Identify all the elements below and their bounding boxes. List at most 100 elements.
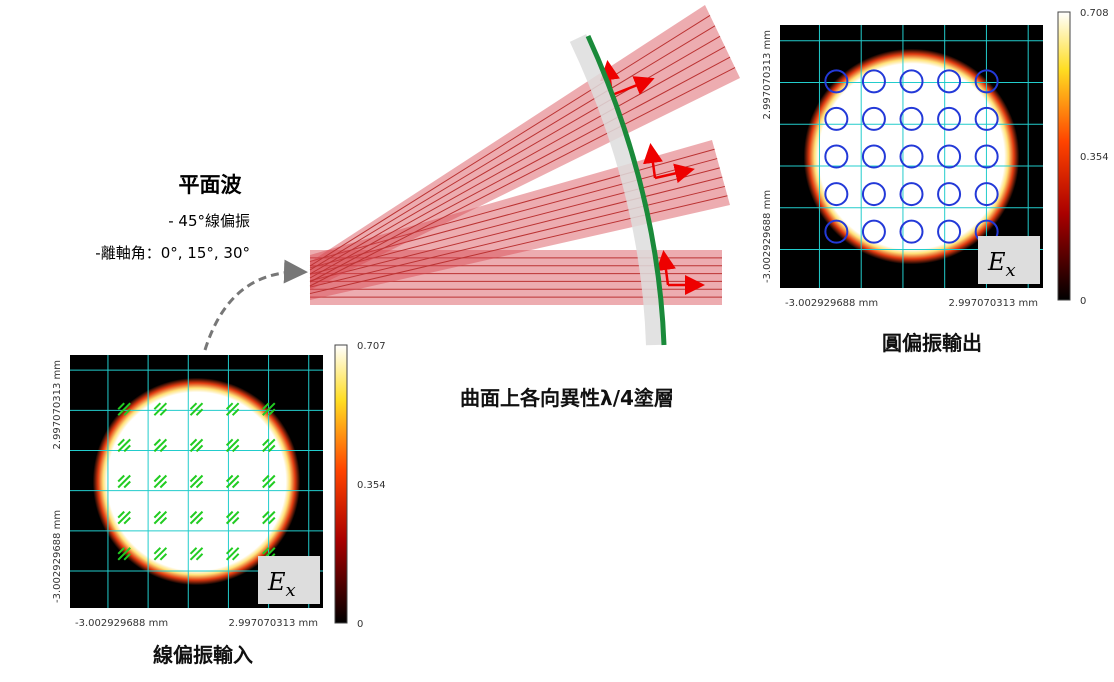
polarization bbox=[974, 182, 999, 207]
polarization bbox=[189, 547, 204, 561]
polarization bbox=[117, 402, 131, 416]
coating bbox=[585, 34, 667, 346]
polarization bbox=[153, 474, 168, 489]
polarization bbox=[974, 69, 999, 94]
ray bbox=[309, 195, 728, 295]
ray bbox=[309, 176, 723, 282]
field-label-box bbox=[978, 236, 1040, 284]
polarization bbox=[824, 219, 849, 244]
field-subscript: x bbox=[1006, 260, 1016, 281]
ray bbox=[309, 167, 720, 275]
polarization bbox=[117, 474, 131, 489]
source-title: 平面波 bbox=[179, 173, 243, 197]
polarization bbox=[225, 474, 240, 489]
polarization bbox=[937, 219, 962, 244]
ray bbox=[309, 25, 716, 271]
y-label: 2.997070313 mm bbox=[762, 30, 773, 119]
arrow bbox=[654, 163, 695, 184]
field-spot bbox=[803, 48, 1020, 265]
field-subscript: x bbox=[286, 580, 296, 601]
beam bbox=[310, 250, 722, 305]
coating-label: 曲面上各向異性λ/4塗層 bbox=[460, 386, 674, 410]
polarization bbox=[824, 144, 849, 169]
arrow bbox=[203, 259, 308, 351]
polarization bbox=[899, 106, 924, 131]
plot-caption: 圓偏振輸出 bbox=[882, 331, 982, 355]
polarization bbox=[861, 182, 886, 207]
source-line: -離軸角：0°, 15°, 30° bbox=[95, 244, 250, 262]
field-label: Ex bbox=[267, 568, 296, 601]
polarization bbox=[153, 438, 168, 453]
polarization bbox=[262, 402, 276, 416]
field-symbol: E bbox=[267, 568, 286, 596]
colorbar bbox=[334, 344, 348, 624]
field-label-box bbox=[258, 556, 320, 604]
polarization bbox=[861, 219, 886, 244]
y-label: -3.002929688 mm bbox=[762, 190, 773, 283]
input-plot: Ex -3.002929688 mm 2.997070313 mm -3.002929… bbox=[52, 341, 386, 667]
polarization bbox=[937, 106, 962, 131]
ray bbox=[309, 185, 725, 288]
polarization bbox=[899, 219, 924, 244]
polarization bbox=[225, 402, 240, 416]
polarization bbox=[225, 547, 240, 561]
ray bbox=[309, 67, 736, 287]
field-symbol: E bbox=[987, 248, 1006, 276]
polarization bbox=[824, 69, 849, 94]
x-label: 2.997070313 mm bbox=[229, 618, 318, 629]
polarization bbox=[861, 144, 886, 169]
polarization bbox=[262, 438, 276, 453]
ray bbox=[309, 35, 721, 275]
polarization bbox=[189, 402, 204, 416]
x-label: -3.002929688 mm bbox=[785, 298, 878, 309]
colorbar-label: 0.708 bbox=[1080, 8, 1109, 19]
field-label: Ex bbox=[987, 248, 1016, 281]
polarization bbox=[117, 510, 131, 525]
polarization bbox=[824, 106, 849, 131]
polarization bbox=[189, 510, 204, 525]
polarization bbox=[153, 547, 168, 561]
colorbar-label: 0.354 bbox=[357, 480, 386, 491]
polarization bbox=[824, 182, 849, 207]
curved-surface bbox=[569, 34, 664, 346]
polarization bbox=[189, 438, 204, 453]
x-label: 2.997070313 mm bbox=[949, 298, 1038, 309]
polarization bbox=[974, 144, 999, 169]
polarization bbox=[974, 106, 999, 131]
polarization bbox=[899, 182, 924, 207]
y-label: 2.997070313 mm bbox=[52, 360, 63, 449]
colorbar-label: 0.707 bbox=[357, 341, 386, 352]
ray bbox=[309, 15, 711, 267]
polarization bbox=[899, 144, 924, 169]
polarization bbox=[262, 510, 276, 525]
colorbar-label: 0.354 bbox=[1080, 152, 1109, 163]
colorbar bbox=[1057, 11, 1071, 301]
arrow bbox=[611, 76, 655, 97]
colorbar-label: 0 bbox=[1080, 296, 1086, 307]
polarization bbox=[153, 402, 168, 416]
ray bbox=[309, 148, 715, 262]
beams bbox=[309, 5, 740, 305]
arrow bbox=[643, 143, 663, 179]
polarization bbox=[899, 69, 924, 94]
arrow bbox=[656, 250, 676, 286]
polarization bbox=[861, 106, 886, 131]
polarization bbox=[189, 474, 204, 489]
plot-caption: 線偏振輸入 bbox=[153, 643, 253, 667]
x-label: -3.002929688 mm bbox=[75, 618, 168, 629]
polarization bbox=[861, 69, 886, 94]
polarization bbox=[937, 144, 962, 169]
ray bbox=[309, 158, 718, 269]
polarization bbox=[937, 69, 962, 94]
polarization bbox=[262, 474, 276, 489]
polarization bbox=[153, 510, 168, 525]
polarization bbox=[117, 438, 131, 453]
polarization bbox=[225, 438, 240, 453]
polarization bbox=[225, 510, 240, 525]
ray bbox=[309, 56, 731, 283]
polarization bbox=[937, 182, 962, 207]
colorbar-label: 0 bbox=[357, 619, 363, 630]
ray bbox=[309, 46, 726, 279]
polarization bbox=[117, 547, 131, 561]
